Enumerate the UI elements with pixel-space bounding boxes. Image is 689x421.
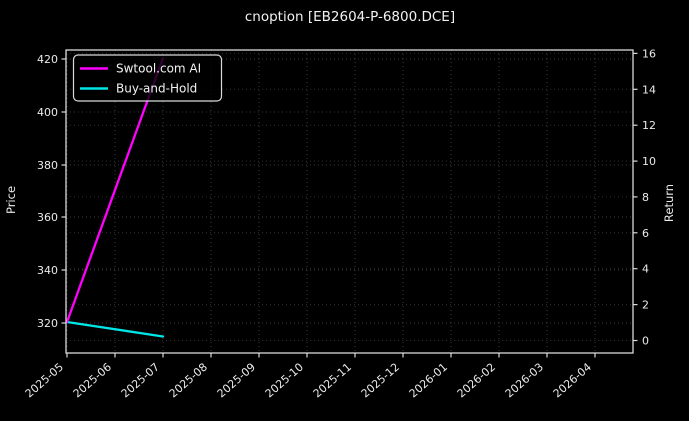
x-tick-label: 2025-08: [167, 360, 210, 400]
x-tick-label: 2025-09: [215, 360, 258, 400]
x-tick-label: 2026-01: [407, 360, 450, 400]
y-tick-label: 10: [642, 155, 656, 168]
y-tick-label: 380: [37, 159, 58, 172]
legend-label-ai: Swtool.com AI: [116, 62, 201, 76]
plot-frame: [65, 49, 634, 354]
x-tick-label: 2025-12: [359, 360, 402, 400]
price-tick-labels: 420 400 380 360 340 320: [37, 53, 58, 330]
chart-title: cnoption [EB2604-P-6800.DCE]: [245, 9, 455, 25]
left-tick-marks: [61, 58, 66, 324]
y-tick-label: 16: [642, 47, 656, 60]
swtool-ai-series-line: [65, 56, 165, 324]
y-tick-label: 14: [642, 83, 656, 96]
x-tick-label: 2025-06: [71, 360, 114, 400]
y-tick-label: 400: [37, 106, 58, 119]
x-tick-label: 2025-07: [119, 360, 162, 400]
legend-frame: [72, 54, 223, 102]
y-tick-label: 360: [37, 211, 58, 224]
y-tick-label: 320: [37, 317, 58, 330]
x-tick-label: 2025-05: [23, 360, 66, 400]
x-tick-labels: 2025-05 2025-06 2025-07 2025-08 2025-09 …: [23, 360, 594, 400]
y-tick-label: 340: [37, 264, 58, 277]
bottom-tick-marks: [66, 353, 596, 358]
legend: Swtool.com AI Buy-and-Hold: [72, 54, 223, 102]
legend-label-buy-and-hold: Buy-and-Hold: [116, 82, 197, 96]
return-gridlines: [66, 52, 633, 341]
y-tick-label: 8: [642, 191, 649, 204]
price-gridlines: [66, 58, 633, 324]
buy-and-hold-series-line: [65, 320, 165, 338]
right-axis-title: Return: [662, 184, 676, 222]
y-tick-label: 420: [37, 53, 58, 66]
y-tick-label: 6: [642, 227, 649, 240]
y-tick-label: 0: [642, 335, 649, 348]
month-gridlines: [66, 50, 596, 353]
x-tick-label: 2025-11: [311, 360, 354, 400]
x-tick-label: 2026-04: [551, 360, 594, 400]
left-axis-title: Price: [4, 186, 18, 214]
x-tick-label: 2026-02: [455, 360, 498, 400]
right-tick-marks: [633, 52, 638, 342]
x-tick-label: 2026-03: [503, 360, 546, 400]
return-tick-labels: 16 14 12 10 8 6 4 2 0: [642, 47, 656, 347]
y-tick-label: 12: [642, 119, 656, 132]
x-tick-label: 2025-10: [263, 360, 306, 400]
y-tick-label: 2: [642, 299, 649, 312]
y-tick-label: 4: [642, 263, 649, 276]
